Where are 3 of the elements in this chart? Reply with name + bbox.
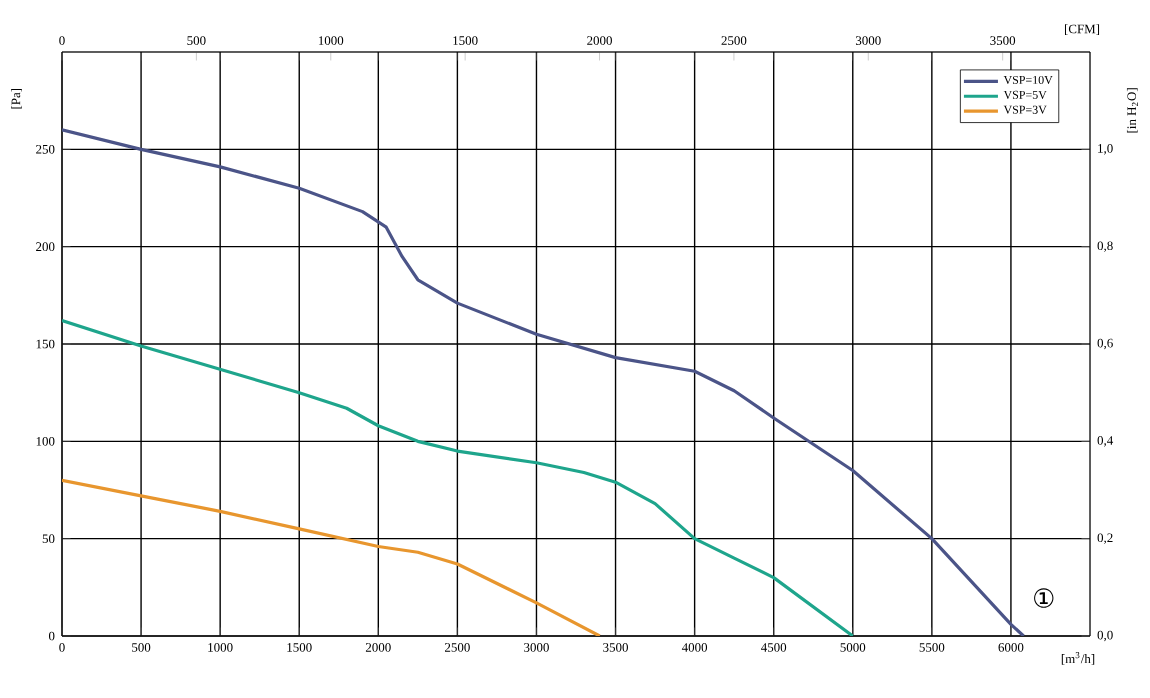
annotation: ① <box>1034 588 1054 608</box>
line-series <box>62 128 1026 636</box>
line-series <box>62 478 602 636</box>
